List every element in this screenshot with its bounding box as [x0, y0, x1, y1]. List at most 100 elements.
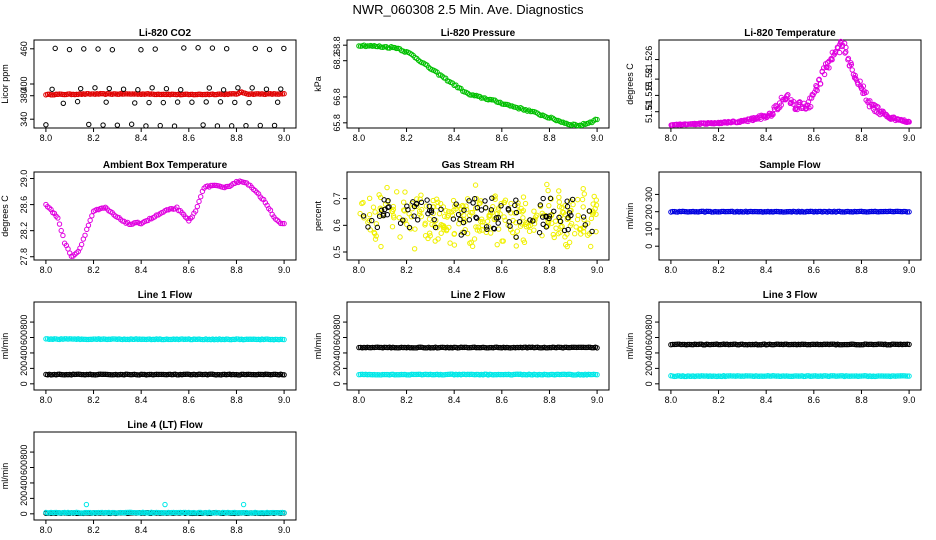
y-tick-label: 200: [19, 361, 29, 376]
data-point: [491, 226, 498, 232]
data-point: [152, 46, 158, 52]
x-tick-label: 8.0: [40, 133, 53, 143]
data-point: [508, 227, 514, 233]
data-point: [167, 336, 173, 343]
data-point: [760, 373, 766, 379]
data-point: [590, 201, 596, 207]
data-point: [562, 203, 568, 209]
x-tick-label: 8.8: [855, 265, 868, 275]
chart-title: Line 2 Flow: [451, 290, 506, 301]
data-point: [828, 373, 834, 379]
data-point: [514, 228, 520, 234]
page-title: NWR_060308 2.5 Min. Ave. Diagnostics: [352, 2, 584, 17]
data-point: [570, 201, 576, 208]
y-tick-label: 600: [19, 330, 29, 345]
data-point: [778, 102, 784, 108]
data-point: [582, 222, 588, 228]
data-point: [536, 229, 543, 236]
data-point: [95, 509, 102, 516]
data-point: [89, 213, 95, 219]
data-point: [671, 341, 678, 348]
x-tick-label: 8.8: [855, 395, 868, 405]
data-point: [475, 224, 481, 230]
data-point: [889, 373, 895, 379]
data-point: [746, 208, 752, 215]
data-point: [269, 509, 275, 516]
data-point: [435, 236, 441, 242]
data-point: [754, 208, 761, 215]
data-point: [90, 336, 97, 342]
data-point: [488, 207, 495, 213]
data-point: [84, 336, 90, 343]
data-point: [857, 342, 863, 348]
data-point: [461, 207, 467, 213]
chart-title: Sample Flow: [759, 160, 820, 171]
data-point: [52, 45, 58, 52]
data-point: [123, 91, 129, 97]
data-point: [373, 233, 379, 239]
data-point: [581, 217, 587, 223]
y-tick-label: 300: [644, 187, 654, 202]
data-point: [141, 510, 148, 516]
x-tick-label: 8.6: [808, 265, 821, 275]
data-point: [814, 87, 820, 94]
data-point: [512, 371, 519, 377]
data-point: [92, 510, 98, 516]
data-point: [559, 223, 565, 229]
data-point: [369, 217, 375, 224]
data-point: [380, 371, 386, 378]
data-point: [841, 341, 848, 348]
data-point: [588, 215, 595, 222]
x-tick-label: 8.0: [665, 265, 678, 275]
data-point: [199, 510, 206, 516]
data-point: [359, 200, 365, 207]
data-point: [60, 232, 66, 239]
data-point: [734, 373, 740, 379]
data-point: [816, 208, 822, 215]
data-point: [441, 213, 448, 220]
data-point: [874, 209, 880, 215]
data-point: [693, 373, 700, 379]
data-point: [686, 208, 693, 215]
data-point: [749, 208, 756, 215]
data-point: [114, 372, 121, 378]
data-point: [426, 203, 433, 209]
data-point: [565, 344, 571, 351]
data-point: [281, 510, 287, 516]
data-point: [717, 341, 723, 348]
data-point: [446, 208, 452, 215]
data-point: [112, 510, 119, 516]
data-point: [220, 371, 226, 378]
panel-line4: Line 4 (LT) Flow ml/min 8.0 8.2 8.4 8.6 8.8 9.0…: [0, 420, 297, 535]
data-point: [782, 341, 788, 347]
data-point: [758, 373, 764, 379]
y-tick-label: 65.8: [332, 114, 342, 132]
data-point: [400, 199, 407, 205]
series-ambient: [43, 89, 287, 98]
y-axis-label: ml/min: [625, 203, 635, 230]
data-point: [78, 510, 85, 516]
y-tick-label: 27.8: [19, 248, 29, 266]
data-point: [719, 208, 725, 215]
data-point: [426, 216, 433, 222]
data-point: [447, 240, 453, 246]
data-point: [591, 193, 597, 200]
data-point: [157, 510, 163, 516]
data-point: [404, 203, 410, 209]
data-point: [458, 206, 464, 212]
data-point: [680, 341, 686, 348]
data-point: [226, 336, 233, 343]
data-point: [374, 372, 381, 378]
data-point: [768, 341, 774, 348]
data-point: [415, 344, 422, 351]
x-tick-label: 8.2: [87, 265, 100, 275]
data-point: [473, 214, 479, 220]
data-point: [528, 108, 534, 115]
data-point: [84, 371, 90, 378]
data-point: [885, 208, 892, 215]
data-point: [89, 371, 95, 378]
x-tick-label: 8.4: [135, 265, 148, 275]
data-point: [366, 211, 373, 218]
data-point: [478, 207, 485, 213]
x-tick-label: 8.0: [353, 133, 366, 143]
